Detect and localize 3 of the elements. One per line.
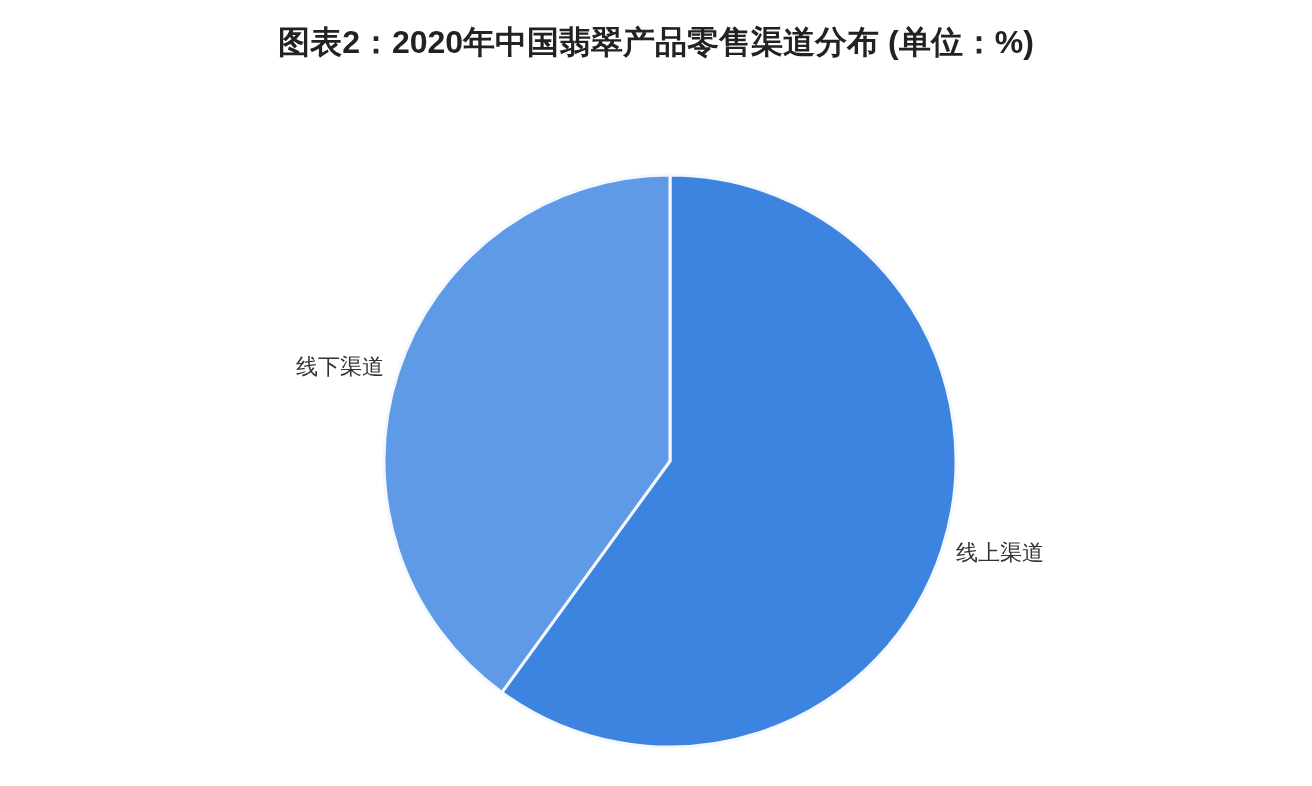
- slice-label: 线下渠道: [296, 354, 385, 380]
- chart-title: 图表2：2020年中国翡翠产品零售渠道分布 (单位：%): [278, 24, 1034, 61]
- slice-label: 线上渠道: [955, 539, 1044, 565]
